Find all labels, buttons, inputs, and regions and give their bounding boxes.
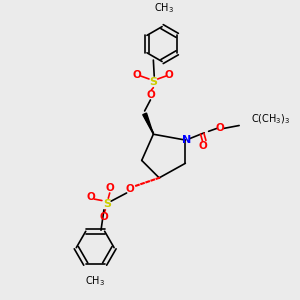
Text: CH$_3$: CH$_3$ xyxy=(85,274,105,288)
Text: O: O xyxy=(133,70,142,80)
Text: N: N xyxy=(182,135,191,145)
Text: S: S xyxy=(149,77,158,87)
Text: O: O xyxy=(126,184,134,194)
Text: S: S xyxy=(103,199,111,209)
Text: C(CH$_3$)$_3$: C(CH$_3$)$_3$ xyxy=(251,113,290,127)
Text: O: O xyxy=(165,70,174,80)
Text: CH$_3$: CH$_3$ xyxy=(154,1,173,15)
Text: O: O xyxy=(86,192,95,202)
Text: O: O xyxy=(146,90,155,100)
Polygon shape xyxy=(143,113,153,134)
Text: O: O xyxy=(216,123,225,134)
Text: O: O xyxy=(105,183,114,193)
Text: O: O xyxy=(100,212,108,222)
Text: O: O xyxy=(198,141,207,151)
